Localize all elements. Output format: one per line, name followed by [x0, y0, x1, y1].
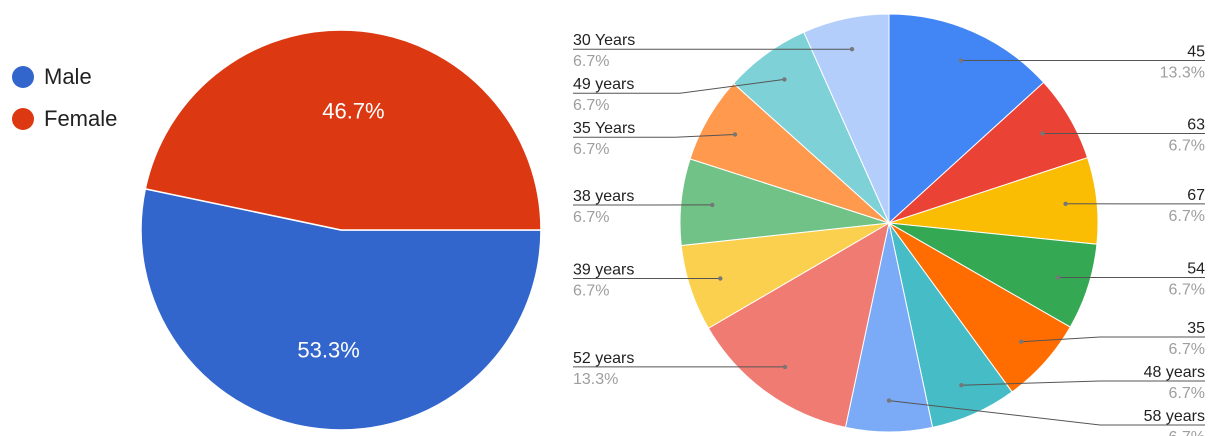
pie-slice-45-0: [888, 13, 1045, 225]
slice-percent-48-years-5: 6.7%: [1169, 385, 1205, 402]
legend-label-male: Male: [44, 64, 92, 89]
legend-label-female: Female: [44, 106, 118, 131]
slice-label-49-years-11: 49 years: [573, 76, 634, 93]
leader-line-49-years-11: [573, 78, 785, 94]
legend-swatch-female: [12, 108, 34, 130]
slice-percent-49-years-11: 6.7%: [573, 97, 609, 114]
leader-line-58-years-6: [888, 400, 1205, 426]
slice-label-35-4: 35: [1187, 320, 1205, 337]
pie-slice-female: [144, 29, 542, 231]
gender-pie-chart: 53.3% 46.7%: [140, 29, 542, 431]
leader-dot-30-years-12: [849, 47, 855, 52]
slice-label-67-2: 67: [1187, 187, 1205, 204]
slice-label-39-years-8: 39 years: [573, 262, 634, 279]
leader-dot-49-years-11: [782, 77, 787, 82]
slice-percent-52-years-7: 13.3%: [573, 371, 618, 388]
pie-slice-52-years-7: [707, 221, 890, 429]
leader-line-48-years-5: [961, 380, 1205, 386]
slice-percent-39-years-8: 6.7%: [573, 283, 609, 300]
slice-percent-54-3: 6.7%: [1169, 281, 1205, 298]
slice-percent-58-years-6: 6.7%: [1169, 429, 1205, 436]
slice-label-30-years-12: 30 Years: [573, 32, 635, 49]
leader-dot-63-1: [1040, 131, 1045, 136]
leader-dot-52-years-7: [782, 364, 788, 370]
leader-dot-39-years-8: [718, 276, 723, 281]
slice-label-35-years-10: 35 Years: [573, 120, 635, 137]
leader-line-35-years-10: [573, 134, 736, 138]
leader-dot-48-years-5: [959, 383, 964, 388]
slice-percent-label-female: 46.7%: [322, 99, 384, 124]
leader-dot-45-0: [958, 58, 964, 63]
slice-percent-67-2: 6.7%: [1169, 208, 1205, 225]
gender-legend: Male Female: [12, 56, 117, 140]
pie-slice-30-years-12: [803, 13, 890, 224]
leader-dot-38-years-9: [710, 202, 715, 208]
slice-percent-label-male: 53.3%: [297, 337, 359, 362]
leader-dot-67-2: [1063, 201, 1068, 206]
slice-percent-38-years-9: 6.7%: [573, 209, 609, 226]
slice-percent-45-0: 13.3%: [1160, 65, 1205, 82]
leader-dot-35-years-10: [732, 132, 738, 137]
leader-dot-58-years-6: [886, 398, 892, 403]
legend-item-male: Male: [12, 56, 117, 98]
slice-label-48-years-5: 48 years: [1144, 364, 1205, 381]
slice-percent-30-years-12: 6.7%: [573, 53, 609, 70]
slice-label-45-0: 45: [1187, 44, 1205, 61]
legend-item-female: Female: [12, 98, 117, 140]
slice-percent-35-years-10: 6.7%: [573, 141, 609, 158]
leader-dot-54-3: [1055, 275, 1061, 280]
pie-slice-male: [140, 187, 542, 431]
legend-swatch-male: [12, 66, 34, 88]
slice-label-54-3: 54: [1187, 260, 1205, 277]
slice-percent-35-4: 6.7%: [1169, 341, 1205, 358]
slice-label-58-years-6: 58 years: [1144, 408, 1205, 425]
slice-label-52-years-7: 52 years: [573, 350, 634, 367]
age-pie-chart: 45 13.3% 63 6.7% 67 6.7% 54 6.7% 35 6.7% 48 years 6…: [573, 13, 1205, 436]
leader-line-35-4: [1021, 336, 1205, 343]
leader-dot-35-4: [1019, 339, 1024, 344]
slice-label-38-years-9: 38 years: [573, 188, 634, 205]
slice-label-63-1: 63: [1187, 117, 1205, 134]
slice-percent-63-1: 6.7%: [1169, 138, 1205, 155]
